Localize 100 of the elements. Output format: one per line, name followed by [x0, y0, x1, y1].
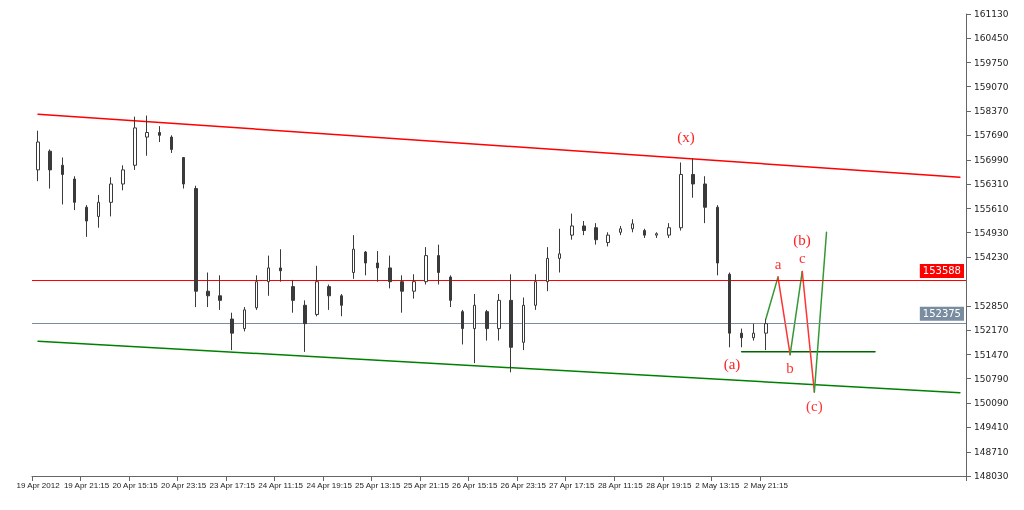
- annotation: (b): [793, 232, 811, 249]
- candlestick: [61, 157, 64, 205]
- x-tick-label: 28 Apr 19:15: [646, 480, 693, 490]
- x-tick-label: 25 Apr 21:15: [403, 480, 450, 490]
- candlestick: [170, 134, 173, 154]
- candlestick: [655, 231, 658, 239]
- x-tick-label: 26 Apr 15:15: [452, 480, 498, 490]
- y-tick-label: 150090: [974, 398, 1009, 409]
- candlestick: [485, 309, 489, 342]
- data-label: (c): [806, 397, 823, 415]
- candlestick: [121, 164, 125, 191]
- candlestick: [243, 306, 246, 332]
- annotation: (x): [677, 129, 695, 146]
- candlestick: [218, 274, 222, 311]
- ref-line-label: 152375: [922, 308, 961, 320]
- x-tick-label: 20 Apr 23:15: [160, 480, 207, 490]
- y-tick-label: 154230: [974, 252, 1009, 263]
- x-tick-label: 25 Apr 13:15: [355, 480, 401, 490]
- y-tick-label: 151470: [974, 349, 1009, 360]
- x-tick-label: 20 Apr 15:15: [112, 480, 159, 490]
- y-tick-label: 152850: [974, 301, 1009, 312]
- candlestick: [449, 274, 452, 308]
- candlestick: [728, 272, 731, 348]
- candlestick: [558, 228, 561, 274]
- candlestick: [48, 148, 52, 190]
- candlestick: [522, 297, 525, 351]
- candlestick: [740, 328, 743, 348]
- x-tick-label: 19 Apr 2012: [16, 480, 61, 490]
- candlestick: [109, 176, 113, 217]
- annotation: (a): [723, 356, 741, 373]
- candlestick: [340, 293, 343, 317]
- x-tick-label: 28 Apr 11:15: [597, 480, 644, 490]
- candlestick: [570, 213, 574, 241]
- candlestick: [85, 204, 88, 238]
- candlestick: [182, 157, 185, 190]
- x-tick-label: 24 Apr 11:15: [258, 480, 304, 490]
- candlestick: [619, 225, 622, 236]
- x-tick-label: 27 Apr 17:15: [549, 480, 596, 490]
- candlestick: [279, 248, 282, 283]
- candlestick: [97, 194, 100, 229]
- y-tick-label: 150790: [974, 373, 1009, 384]
- candlestick: [255, 274, 258, 311]
- candlestick: [437, 244, 440, 285]
- y-tick-label: 152170: [974, 324, 1009, 335]
- candlestick: [461, 309, 464, 345]
- candlestick: [315, 265, 319, 317]
- candlestick: [158, 125, 161, 143]
- candlestick: [133, 116, 137, 171]
- candlestick: [388, 255, 392, 289]
- y-tick-label: 156990: [974, 155, 1009, 166]
- candlestick: [194, 185, 198, 308]
- y-tick-label: 159070: [974, 81, 1009, 92]
- candlestick: [703, 175, 707, 224]
- candlestick: [376, 250, 379, 283]
- y-tick-label: 161130: [974, 9, 1009, 19]
- candlestick: [291, 279, 295, 314]
- candlestick: [424, 246, 428, 285]
- candlestick: [643, 228, 646, 239]
- candlestick: [716, 204, 719, 276]
- candlestick: [667, 222, 671, 239]
- x-tick-label: 2 May 13:15: [695, 480, 740, 490]
- candlestick: [752, 323, 755, 342]
- candlestick: [534, 273, 537, 311]
- candlestick: [364, 250, 367, 276]
- x-tick-label: 19 Apr 21:15: [63, 480, 110, 490]
- y-tick-label: 155610: [974, 203, 1009, 214]
- y-tick-label: 149410: [974, 422, 1009, 433]
- candlestick: [764, 318, 768, 351]
- ref-line-label: 153588: [922, 265, 961, 277]
- candlestick: [73, 175, 76, 211]
- y-tick-label: 159750: [974, 57, 1009, 68]
- candlestick: [36, 130, 40, 182]
- candlestick: [606, 231, 610, 247]
- x-tick-label: 24 Apr 19:15: [306, 480, 353, 490]
- y-tick-label: 156310: [974, 178, 1009, 189]
- y-tick-label: 158370: [974, 106, 1009, 117]
- candlestick: [303, 299, 307, 353]
- candlestick: [691, 158, 695, 199]
- candlestick: [145, 115, 149, 157]
- data-label: b: [786, 360, 794, 377]
- x-tick-label: 2 May 21:15: [743, 480, 789, 490]
- candlestick: [412, 273, 416, 300]
- candlestick: [400, 274, 404, 314]
- candlestick: [230, 312, 234, 351]
- y-tick-label: 148710: [974, 447, 1009, 458]
- candlestick: [594, 222, 598, 246]
- x-tick-label: 23 Apr 17:15: [209, 480, 256, 490]
- candlestick: [327, 284, 331, 311]
- y-tick-label: 154930: [974, 227, 1009, 238]
- data-label: a: [774, 255, 782, 272]
- candlestick: [473, 293, 476, 364]
- candlestick: [352, 234, 355, 280]
- candlestick: [679, 161, 683, 232]
- y-tick-label: 157690: [974, 130, 1009, 141]
- candlestick: [546, 246, 549, 292]
- y-tick-label: 160450: [974, 32, 1009, 43]
- data-label: c: [798, 249, 806, 266]
- candlestick: [509, 273, 513, 373]
- candlestick: [267, 255, 270, 297]
- x-tick-label: 26 Apr 23:15: [500, 480, 547, 490]
